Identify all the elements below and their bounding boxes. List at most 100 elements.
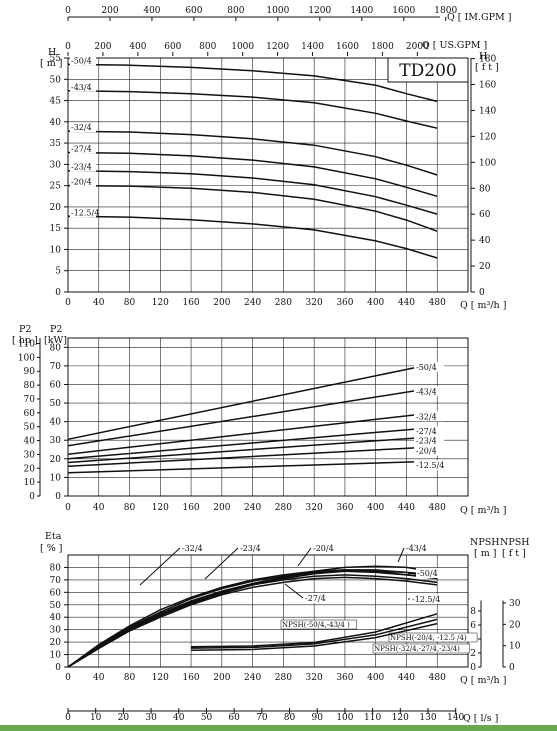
head-xtick-label: 200	[213, 298, 230, 308]
head-curve-label: -23/4	[71, 163, 92, 172]
power-kw-tick-label: 70	[50, 362, 62, 372]
gpm-tick-label: 600	[185, 6, 202, 16]
head-frame	[67, 57, 469, 293]
power-curve	[67, 426, 438, 460]
eff-xtick-label: 240	[244, 673, 261, 683]
head-xtick-label: 400	[367, 298, 384, 308]
head-curve	[67, 63, 438, 103]
usgpm-tick-label: 800	[199, 42, 216, 52]
usgpm-tick-label: 400	[129, 42, 146, 52]
power-kw-tick-label: 20	[50, 455, 62, 465]
eff-xtick-label: 360	[336, 673, 353, 683]
head-ft-tick-label: 0	[479, 288, 485, 298]
npsh-ft-unit: [ f t ]	[502, 548, 526, 559]
head-xtick-label: 280	[275, 298, 292, 308]
head-curve-label: -32/4	[71, 123, 92, 132]
head-curve-label-bg	[70, 144, 96, 154]
head-curve-label: -27/4	[71, 144, 92, 153]
gpm-tick-label: 1600	[392, 6, 415, 16]
power-xtick-label: 200	[213, 503, 230, 513]
head-ft-tick-label: 80	[479, 184, 491, 194]
gpm-axis-label: Q [ IM.GPM ]	[447, 12, 511, 23]
head-xtick-label: 440	[398, 298, 415, 308]
npsh-ft-tick-label: 0	[509, 663, 515, 673]
head-ytick-label: 5	[55, 267, 61, 277]
ls-tick-label: 60	[228, 713, 240, 723]
npsh-m-tick-label: 6	[470, 621, 476, 631]
usgpm-tick-label: 2000	[406, 42, 429, 52]
head-ytick-label: 15	[50, 224, 62, 234]
eff-ytick-label: 10	[50, 651, 62, 661]
power-curve	[67, 411, 438, 455]
eff-curve-label-bg	[304, 593, 330, 603]
eff-xtick-label: 120	[152, 673, 169, 683]
head-xtick-label: 320	[306, 298, 323, 308]
head-curve	[67, 184, 438, 232]
head-xtick-label: 160	[182, 298, 199, 308]
eff-xtick-label: 480	[429, 673, 446, 683]
usgpm-tick-label: 200	[94, 42, 111, 52]
head-ft-label: H	[479, 51, 487, 62]
power-xtick-label: 280	[275, 503, 292, 513]
power-chart: 0 10 20 30 40 50 60 70 80 0 10 20 30 40 50 60 70 80 90 100 1…	[12, 324, 506, 516]
gpm-tick-label: 1400	[350, 6, 373, 16]
head-ft-tick-label: 120	[479, 132, 496, 142]
power-curve-label-bg	[414, 445, 444, 456]
power-xtick-label: 320	[306, 503, 323, 513]
gpm-tick-label: 400	[143, 6, 160, 16]
eff-xtick-label: 440	[398, 673, 415, 683]
eff-ytick-label: 0	[55, 663, 61, 673]
eff-ytick-label: 20	[50, 638, 62, 648]
power-hp-tick-label: 80	[24, 381, 36, 391]
head-ft-tick-label: 140	[479, 106, 496, 116]
head-ytick-label: 25	[50, 182, 62, 192]
power-curve	[67, 445, 438, 468]
eff-frame	[67, 554, 469, 668]
power-frame	[67, 337, 469, 497]
power-kw-tick-label: 40	[50, 418, 62, 428]
power-xtick-label: 440	[398, 503, 415, 513]
power-curve	[67, 460, 438, 474]
eff-ytick-label: 30	[50, 626, 62, 636]
power-curve-label-bg	[414, 362, 444, 373]
title-box	[387, 57, 469, 83]
head-curve	[67, 90, 438, 129]
power-curve-label-bg	[414, 435, 444, 446]
power-kw-tick-label: 80	[50, 343, 62, 353]
eff-curve-leader	[284, 583, 304, 599]
head-curve-label-bg	[70, 56, 96, 66]
eff-xtick-label: 400	[367, 673, 384, 683]
ls-tick-label: 130	[419, 713, 436, 723]
ls-tick-label: 140	[447, 713, 464, 723]
eff-curve-leader	[297, 547, 312, 567]
eff-curve-label-bg	[239, 543, 265, 553]
footer-band	[0, 725, 557, 731]
power-xtick-label: 40	[93, 503, 105, 513]
power-hp-tick-label: 60	[24, 409, 36, 419]
power-curve	[67, 362, 438, 441]
npsh-ft-tick-label: 10	[509, 642, 521, 652]
npsh-ft-tick-label: 30	[509, 599, 521, 609]
head-ft-tick-label: 20	[479, 262, 491, 272]
head-ft-unit: [ f t ]	[475, 62, 499, 73]
ls-tick-label: 120	[392, 713, 409, 723]
npsh-ft-label: NPSH	[500, 537, 530, 548]
npsh-m-unit: [ m ]	[474, 548, 496, 559]
head-ytick-label: 45	[50, 97, 62, 107]
usgpm-tick-label: 1000	[231, 42, 254, 52]
head-curve-label-bg	[70, 82, 96, 92]
eff-curve-label: -27/4	[305, 594, 326, 603]
power-hp-tick-label: 50	[24, 423, 36, 433]
eff-curve-label-bg	[416, 568, 442, 578]
eff-curve-leader	[204, 547, 239, 580]
usgpm-tick-label: 1200	[266, 42, 289, 52]
eff-curve-leader	[139, 547, 181, 586]
head-curve-label-bg	[70, 162, 96, 172]
head-xtick-label: 40	[93, 298, 105, 308]
power-xtick-label: 120	[152, 503, 169, 513]
eff-curve-label-bg	[411, 594, 446, 604]
head-ft-tick-label: 40	[479, 236, 491, 246]
head-xtick-label: 80	[124, 298, 136, 308]
head-ytick-label: 10	[50, 245, 62, 255]
